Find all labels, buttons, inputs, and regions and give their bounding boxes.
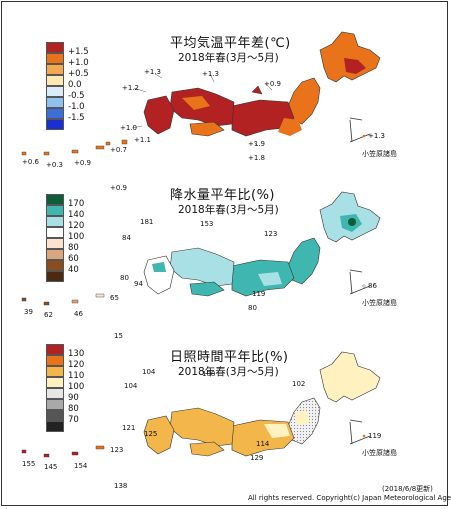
station-value: 104	[124, 382, 138, 390]
station-value: 39	[24, 308, 33, 316]
station-value: +1.3	[368, 132, 385, 140]
update-date: (2018/6/8更新)	[382, 485, 433, 493]
station-value: 119	[368, 432, 382, 440]
station-value: 102	[292, 380, 306, 388]
station-value: 84	[122, 234, 131, 242]
station-value: 114	[256, 440, 270, 448]
station-value: 108	[202, 370, 216, 378]
temperature-title: 平均気温平年差(℃)	[170, 36, 291, 51]
station-value: +0.7	[110, 146, 127, 154]
station-value: 86	[368, 282, 377, 290]
station-value: 80	[248, 304, 257, 312]
station-value: +1.8	[248, 154, 265, 162]
sunshine-map	[21, 351, 381, 458]
ogasawara-label: 小笠原諸島	[362, 449, 397, 457]
station-value: +1.3	[202, 70, 219, 78]
station-value: +0.9	[110, 184, 127, 192]
station-value: 123	[110, 446, 124, 454]
station-value: 155	[22, 460, 36, 468]
station-value: 153	[200, 220, 214, 228]
station-value: 145	[44, 463, 58, 471]
station-value: 121	[122, 424, 136, 432]
station-value: 138	[114, 482, 128, 490]
sunshine-subtitle: 2018年春(3月～5月)	[178, 366, 279, 378]
precipitation-map	[21, 191, 381, 306]
station-value: 65	[110, 294, 119, 302]
temperature-subtitle: 2018年春(3月～5月)	[178, 52, 279, 64]
station-value: 94	[134, 280, 143, 288]
station-value: 62	[44, 311, 53, 319]
precipitation-subtitle: 2018年春(3月～5月)	[178, 204, 279, 216]
station-value: 129	[250, 454, 264, 462]
station-value: +1.1	[134, 136, 151, 144]
station-value: +1.9	[248, 140, 265, 148]
copyright-text: All rights reserved. Copyright(c) Japan …	[248, 494, 451, 502]
station-value: +0.9	[74, 159, 91, 167]
station-value: 104	[142, 368, 156, 376]
station-value: 15	[114, 332, 123, 340]
sunshine-title: 日照時間平年比(%)	[170, 350, 289, 365]
station-value: 154	[74, 462, 88, 470]
station-value: 181	[140, 218, 154, 226]
station-value: 46	[74, 310, 83, 318]
station-value: +0.3	[46, 161, 63, 169]
station-value: 123	[264, 230, 278, 238]
station-value: 119	[252, 290, 266, 298]
station-value: +0.6	[22, 158, 39, 166]
station-value: +1.2	[122, 84, 139, 92]
station-value: +1.3	[144, 68, 161, 76]
station-value: 125	[144, 430, 158, 438]
station-value: +1.0	[120, 124, 137, 132]
station-value: 80	[120, 274, 129, 282]
temperature-map	[21, 31, 381, 156]
station-value: +0.9	[264, 80, 281, 88]
ogasawara-label: 小笠原諸島	[362, 150, 397, 158]
precipitation-title: 降水量平年比(%)	[170, 188, 275, 203]
ogasawara-label: 小笠原諸島	[362, 299, 397, 307]
